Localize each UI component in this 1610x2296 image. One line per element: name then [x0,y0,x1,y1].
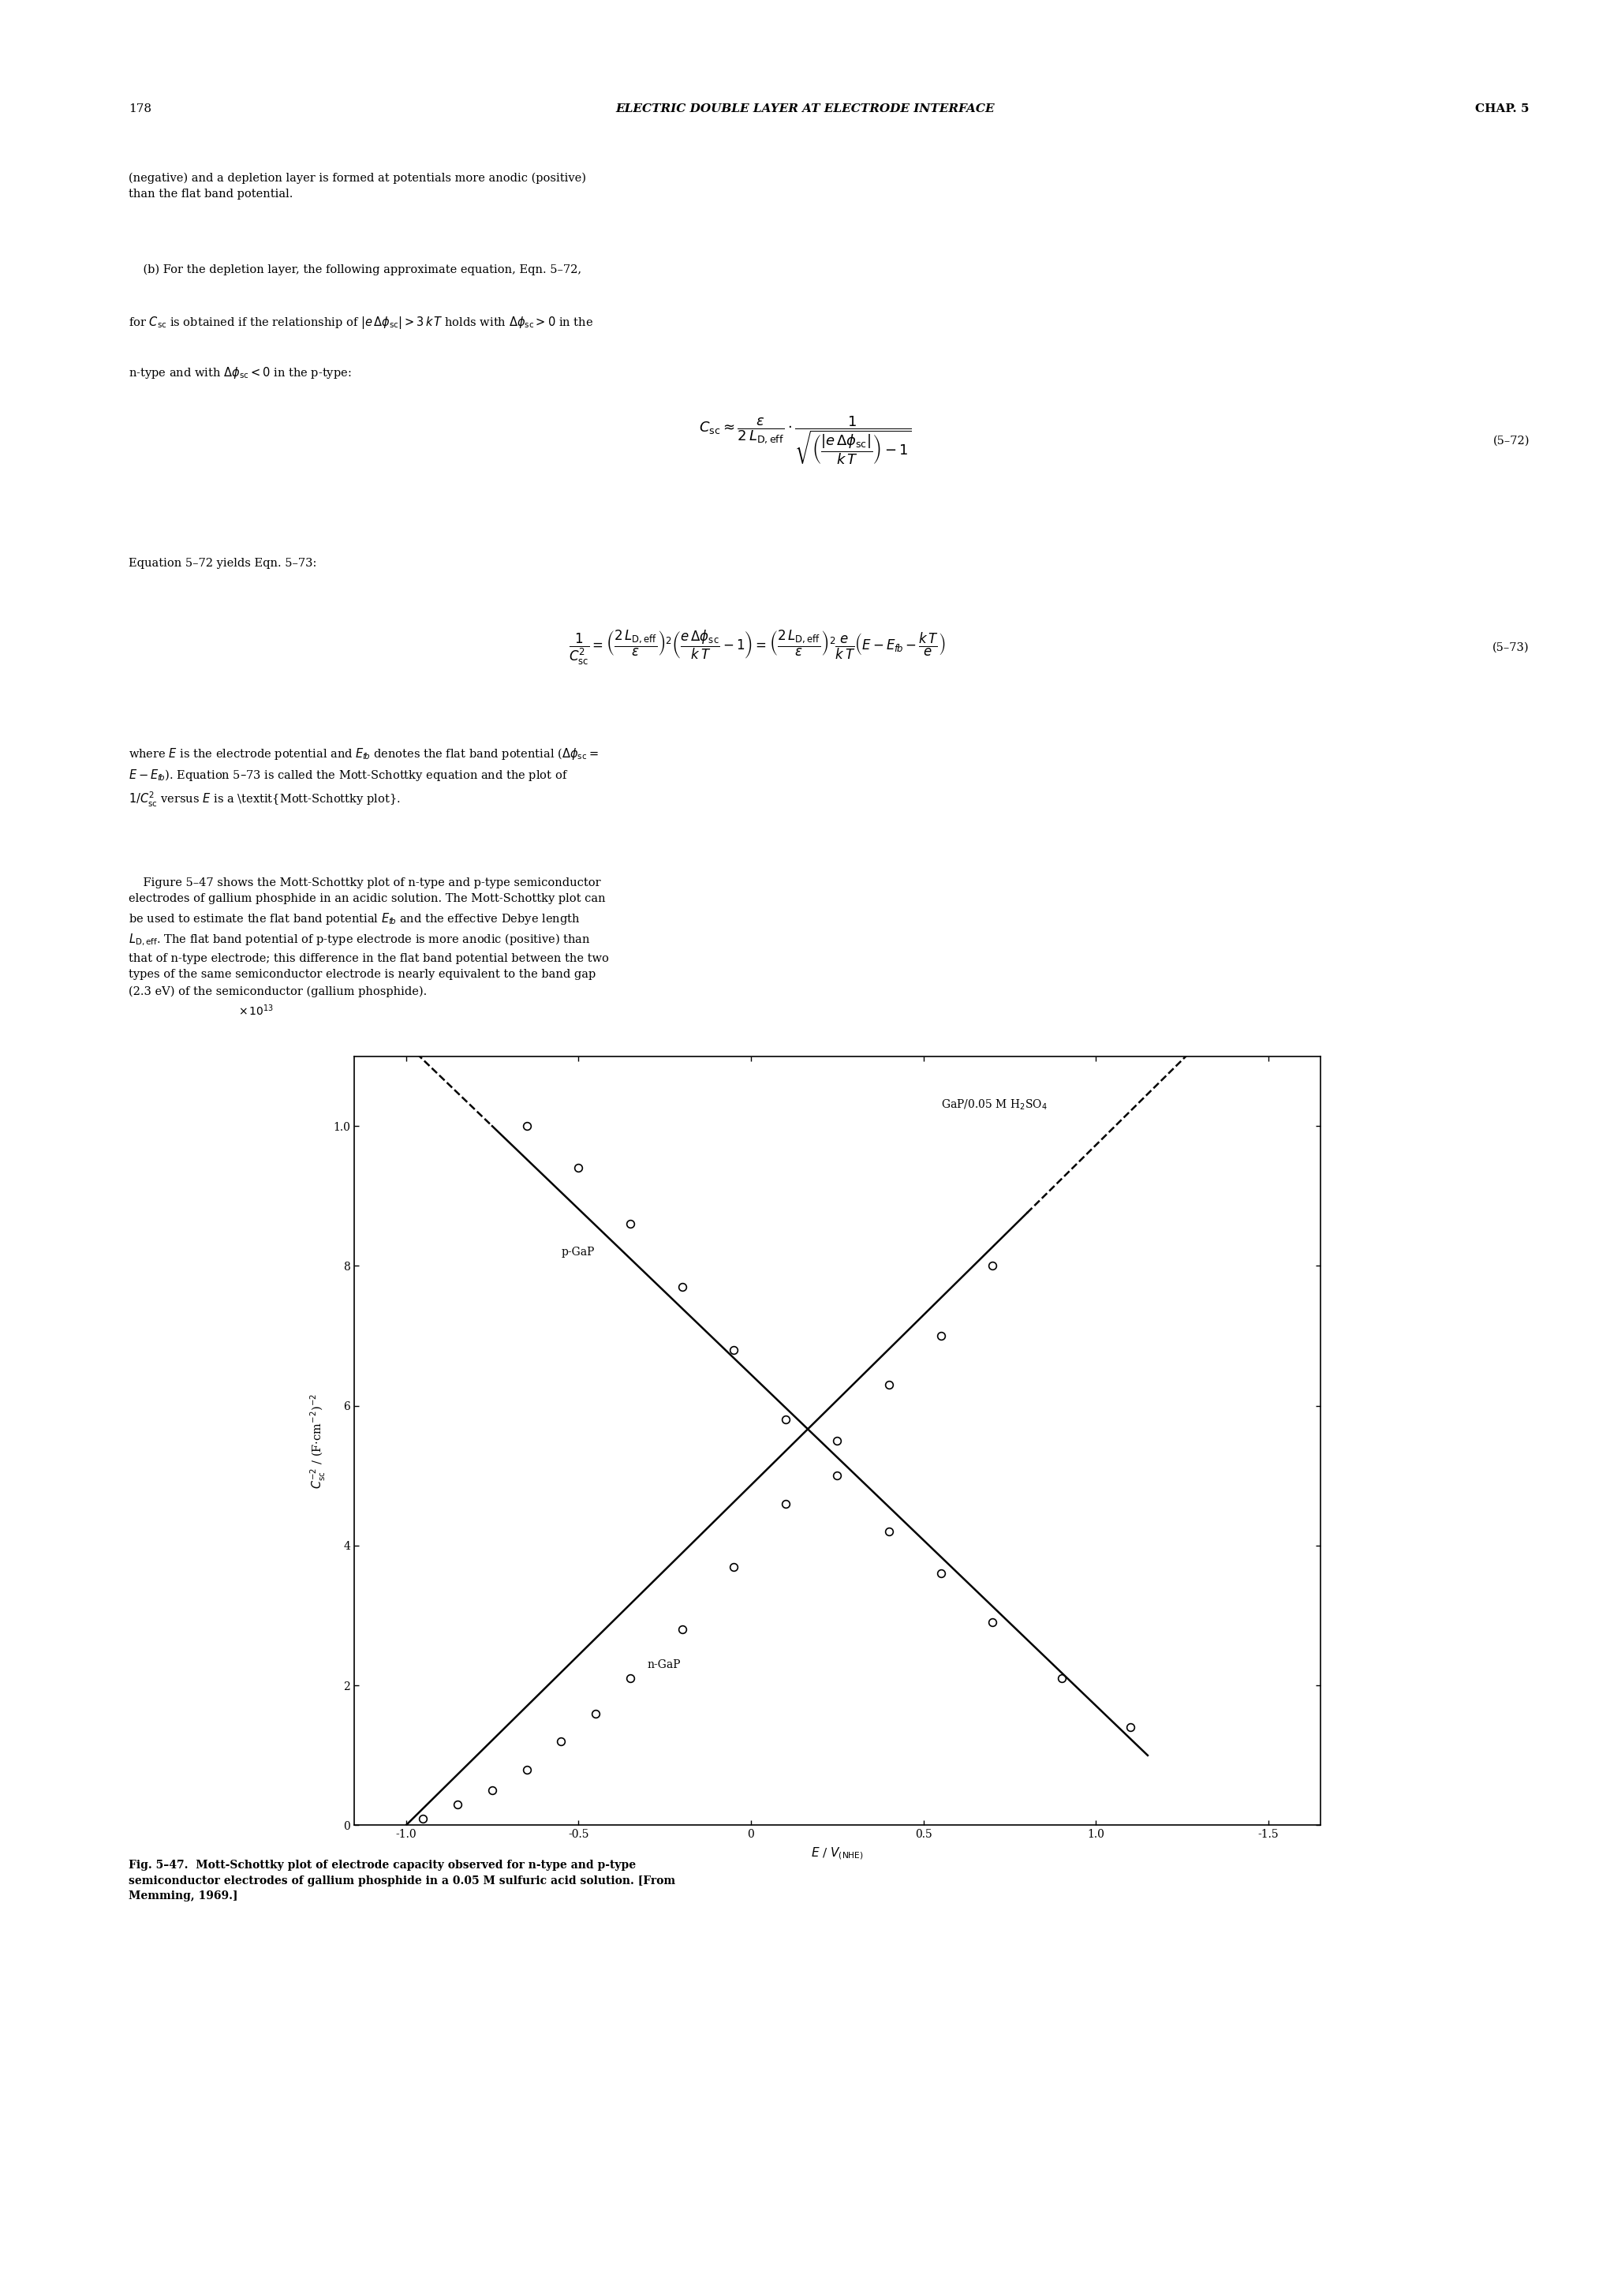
Text: GaP/0.05 M H$_2$SO$_4$: GaP/0.05 M H$_2$SO$_4$ [940,1097,1046,1111]
Text: n-type and with $\Delta\phi_{\rm sc} < 0$ in the p-type:: n-type and with $\Delta\phi_{\rm sc} < 0… [129,365,351,381]
Y-axis label: $C_{\rm sc}^{-2}$ / (F$\cdot$cm$^{-2}$)$^{-2}$: $C_{\rm sc}^{-2}$ / (F$\cdot$cm$^{-2}$)$… [309,1394,327,1488]
Text: Fig. 5–47.  Mott-Schottky plot of electrode capacity observed for n-type and p-t: Fig. 5–47. Mott-Schottky plot of electro… [129,1860,676,1901]
Text: 178: 178 [129,103,151,115]
Text: $\dfrac{1}{C_{\rm sc}^2} = \left(\dfrac{2\,L_{{\rm D,eff}}}{\varepsilon}\right)^: $\dfrac{1}{C_{\rm sc}^2} = \left(\dfrac{… [568,629,945,666]
Text: n-GaP: n-GaP [647,1660,681,1669]
Text: ELECTRIC DOUBLE LAYER AT ELECTRODE INTERFACE: ELECTRIC DOUBLE LAYER AT ELECTRODE INTER… [615,103,995,115]
Text: (5–72): (5–72) [1492,436,1529,445]
Text: $C_{\rm sc} \approx \dfrac{\varepsilon}{2\,L_{{\rm D,eff}}} \cdot \dfrac{1}{\sqr: $C_{\rm sc} \approx \dfrac{\varepsilon}{… [699,416,911,466]
Text: p-GaP: p-GaP [562,1247,594,1258]
X-axis label: $E$ / $V_{\rm (NHE)}$: $E$ / $V_{\rm (NHE)}$ [811,1846,863,1862]
Text: (5–73): (5–73) [1492,643,1529,652]
Text: where $E$ is the electrode potential and $E_{f\!b}$ denotes the flat band potent: where $E$ is the electrode potential and… [129,746,599,808]
Text: Figure 5–47 shows the Mott-Schottky plot of n-type and p-type semiconductor
elec: Figure 5–47 shows the Mott-Schottky plot… [129,877,609,996]
Text: (b) For the ​depletion layer, the following approximate equation, Eqn. 5–72,: (b) For the ​depletion layer, the follow… [129,264,581,276]
Text: Equation 5–72 yields Eqn. 5–73:: Equation 5–72 yields Eqn. 5–73: [129,558,317,569]
Text: $\times\,10^{13}$: $\times\,10^{13}$ [238,1003,274,1017]
Text: CHAP. 5: CHAP. 5 [1475,103,1529,115]
Text: for $C_{\rm sc}$ is obtained if the relationship of $|e\,\Delta\phi_{\rm sc}| > : for $C_{\rm sc}$ is obtained if the rela… [129,315,594,331]
Text: (negative) and a depletion layer is formed at potentials more anodic (positive)
: (negative) and a depletion layer is form… [129,172,586,200]
